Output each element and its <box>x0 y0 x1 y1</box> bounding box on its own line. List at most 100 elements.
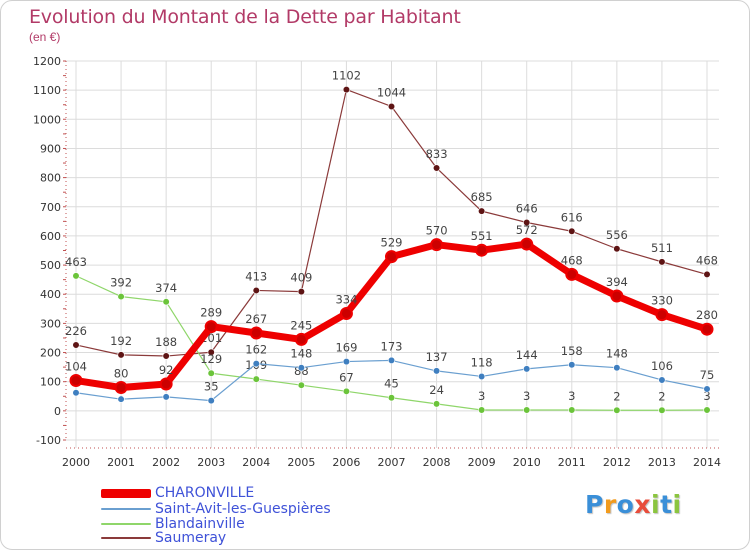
legend-label-saumeray: Saumeray <box>155 530 227 546</box>
brand-letter: r <box>603 490 617 519</box>
y-tick-label: 600 <box>40 230 61 243</box>
y-tick-label: 200 <box>40 347 61 360</box>
legend-item-charonville: CHARONVILLE <box>101 485 255 501</box>
y-tick-label: 800 <box>40 172 61 185</box>
data-point-charonville <box>565 267 579 281</box>
data-label-charonville: 572 <box>516 223 538 237</box>
data-point-charonville <box>430 238 444 252</box>
data-point-blandainville <box>162 298 170 306</box>
data-point-saumeray <box>207 348 215 356</box>
x-tick-label: 2009 <box>468 456 496 469</box>
data-label-charonville: 570 <box>426 224 448 238</box>
legend-swatch-saumeray <box>101 537 151 539</box>
brand-letter: i <box>672 490 682 519</box>
data-label-charonville: 289 <box>200 306 222 320</box>
data-point-charonville <box>114 381 128 395</box>
data-label-blandainville: 2 <box>613 389 620 403</box>
data-label-blandainville: 3 <box>568 389 575 403</box>
data-label-saumeray: 468 <box>696 253 718 267</box>
data-label-saumeray: 1044 <box>377 85 406 99</box>
x-tick-label: 2006 <box>332 456 360 469</box>
data-point-saumeray <box>252 286 260 295</box>
data-label-blandainville: 374 <box>155 281 177 295</box>
legend-swatch-blandainville <box>101 523 151 525</box>
legend-label-charonville: CHARONVILLE <box>155 485 255 501</box>
data-point-saint-avit-les-guespi-res <box>613 364 621 372</box>
data-label-charonville: 551 <box>471 229 493 243</box>
data-point-blandainville <box>72 272 80 280</box>
data-label-blandainville: 463 <box>65 255 87 269</box>
legend-item-saumeray: Saumeray <box>101 530 227 546</box>
data-point-blandainville <box>387 394 396 402</box>
brand-letter: o <box>616 490 635 519</box>
data-point-blandainville <box>342 387 351 395</box>
data-point-charonville <box>700 322 714 336</box>
data-label-blandainville: 3 <box>523 389 530 403</box>
x-tick-label: 2002 <box>152 456 180 469</box>
data-label-saumeray: 226 <box>65 324 87 338</box>
data-label-saint-avit-les-guespi-res: 35 <box>204 380 219 394</box>
legend-swatch-charonville <box>101 488 151 498</box>
data-point-charonville <box>655 308 669 322</box>
x-tick-label: 2010 <box>513 456 541 469</box>
x-tick-label: 2001 <box>107 456 135 469</box>
data-label-saumeray: 646 <box>516 202 538 216</box>
y-tick-label: -100 <box>36 434 61 447</box>
proxiti-logo: Proxiti <box>585 490 682 519</box>
x-tick-label: 2005 <box>287 456 315 469</box>
data-point-charonville <box>339 306 353 320</box>
data-point-saint-avit-les-guespi-res <box>478 372 486 381</box>
data-label-charonville: 394 <box>606 275 628 289</box>
data-label-charonville: 245 <box>290 318 312 332</box>
data-point-saumeray <box>162 352 170 360</box>
data-point-saumeray <box>658 258 666 266</box>
x-tick-label: 2014 <box>693 456 721 469</box>
data-label-saumeray: 685 <box>471 190 493 204</box>
data-label-saumeray: 556 <box>606 228 628 242</box>
x-tick-label: 2008 <box>423 456 451 469</box>
data-point-saint-avit-les-guespi-res <box>162 393 170 401</box>
data-point-blandainville <box>207 369 215 377</box>
data-label-charonville: 267 <box>245 312 267 326</box>
data-label-saumeray: 192 <box>110 334 132 348</box>
y-tick-label: 900 <box>40 142 61 155</box>
data-point-charonville <box>159 377 173 391</box>
data-label-blandainville: 45 <box>384 377 399 391</box>
data-point-saint-avit-les-guespi-res <box>523 365 531 373</box>
data-label-saint-avit-les-guespi-res: 75 <box>700 368 715 382</box>
data-point-saumeray <box>432 164 441 172</box>
y-tick-label: 1200 <box>33 55 61 68</box>
y-tick-label: 500 <box>40 259 61 272</box>
data-point-charonville <box>204 320 218 334</box>
data-label-charonville: 529 <box>381 236 403 250</box>
data-label-charonville: 330 <box>651 294 673 308</box>
brand-letter: i <box>651 490 661 519</box>
data-label-saint-avit-les-guespi-res: 173 <box>381 339 403 353</box>
brand-letter: P <box>585 490 604 519</box>
data-label-charonville: 80 <box>114 367 129 381</box>
data-point-charonville <box>610 289 624 303</box>
data-point-saint-avit-les-guespi-res <box>658 376 666 384</box>
data-label-saumeray: 616 <box>561 210 583 224</box>
x-tick-label: 2007 <box>378 456 406 469</box>
x-tick-label: 2011 <box>558 456 586 469</box>
data-point-saint-avit-les-guespi-res <box>117 395 125 403</box>
data-label-saint-avit-les-guespi-res: 169 <box>335 341 357 355</box>
data-label-blandainville: 3 <box>478 389 485 403</box>
data-point-blandainville <box>478 406 486 414</box>
y-tick-label: 400 <box>40 288 61 301</box>
data-label-saint-avit-les-guespi-res: 162 <box>245 343 267 357</box>
data-point-saint-avit-les-guespi-res <box>252 360 260 368</box>
legend-label-saint-avit: Saint-Avit-les-Guespières <box>155 501 331 517</box>
data-label-charonville: 334 <box>335 292 357 306</box>
y-tick-label: 1000 <box>33 113 61 126</box>
data-label-saumeray: 1102 <box>332 69 361 83</box>
data-label-blandainville: 3 <box>703 389 710 403</box>
chart-unit-label: (en €) <box>29 30 61 44</box>
data-point-saint-avit-les-guespi-res <box>432 367 441 375</box>
data-point-saumeray <box>523 218 531 227</box>
data-label-saint-avit-les-guespi-res: 106 <box>651 359 673 373</box>
data-point-blandainville <box>613 406 621 414</box>
